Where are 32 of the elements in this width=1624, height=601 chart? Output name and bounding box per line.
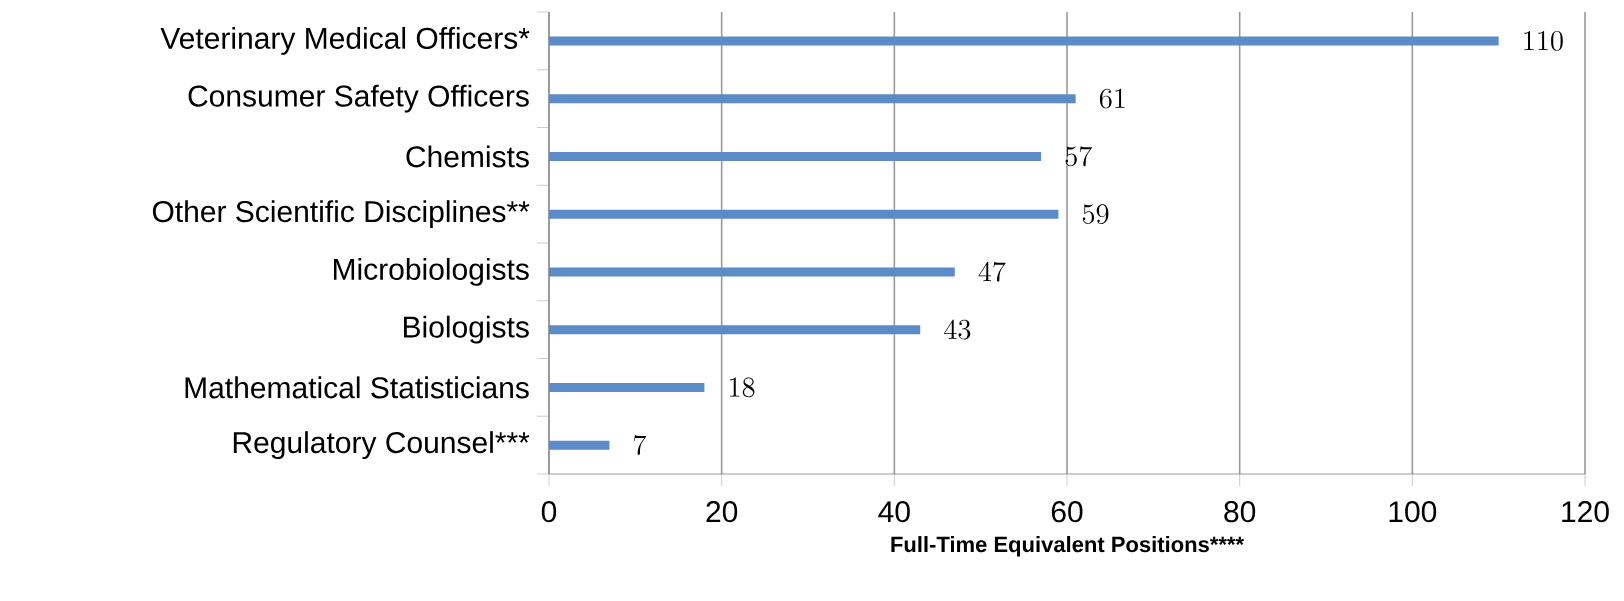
data-label: 47	[978, 261, 1006, 282]
data-label: 43	[944, 319, 971, 340]
bar	[549, 151, 1042, 161]
bar	[549, 325, 921, 335]
x-tick-label: 80	[1224, 501, 1256, 523]
bar	[549, 382, 705, 392]
data-label: 57	[1065, 146, 1092, 167]
data-label: 59	[1082, 204, 1109, 225]
y-tick-label: Veterinary Medical Officers*	[160, 26, 530, 55]
x-tick-label: 20	[706, 501, 738, 523]
y-tick-label: Mathematical Statisticians	[185, 376, 529, 399]
y-tick-label: Other Scientific Disciplines**	[152, 200, 530, 229]
bar	[549, 94, 1076, 104]
data-label: 61	[1099, 88, 1125, 109]
y-tick-label: Microbiologists	[333, 257, 529, 286]
x-axis-title: Full-Time Equivalent Positions****	[891, 536, 1245, 557]
y-tick-label: Regulatory Counsel***	[233, 431, 530, 460]
x-tick-label: 100	[1389, 501, 1437, 523]
bar	[549, 36, 1499, 46]
data-label: 110	[1524, 31, 1563, 51]
x-tick-label: 60	[1051, 501, 1083, 523]
x-tick-label: 120	[1562, 501, 1609, 523]
x-tick-label: 40	[878, 501, 910, 523]
data-label: 7	[634, 434, 647, 456]
bar	[549, 267, 955, 277]
bar	[549, 440, 610, 450]
y-tick-label: Biologists	[403, 315, 529, 344]
x-tick-label: 0	[541, 501, 557, 523]
y-tick-label: Chemists	[406, 145, 529, 168]
data-label: 18	[730, 377, 755, 398]
bar	[549, 209, 1059, 219]
y-tick-label: Consumer Safety Officers	[188, 84, 529, 113]
